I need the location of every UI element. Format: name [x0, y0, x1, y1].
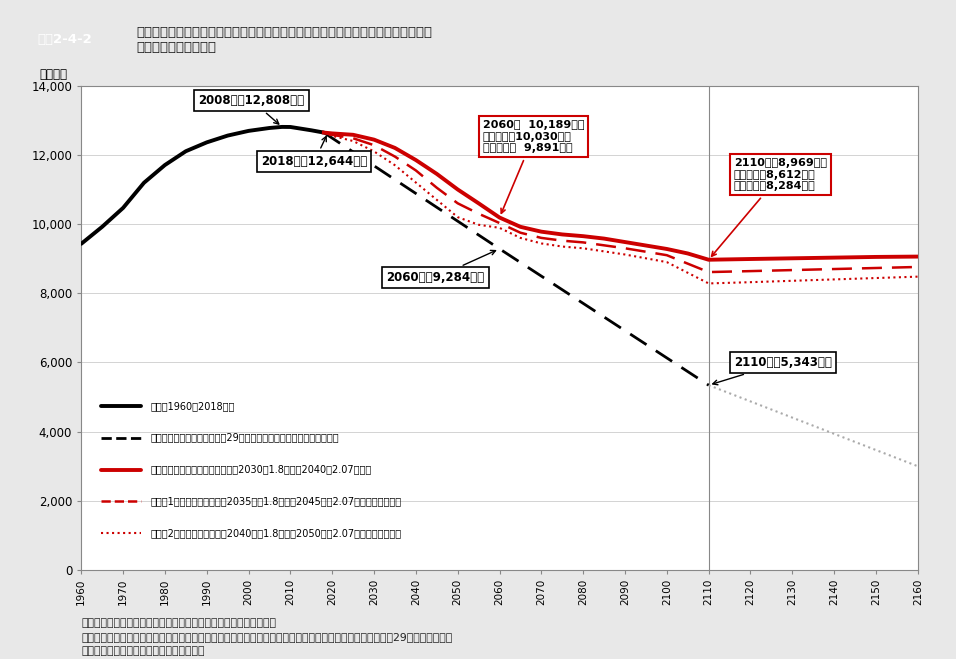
Text: （参考2）合計特殊出生率が2040年に1.8程度、2050年に2.07程度となった場合: （参考2）合計特殊出生率が2040年に1.8程度、2050年に2.07程度となっ…	[150, 529, 402, 538]
Text: 2110年　8,969万人
（参考１）8,612万人
（参考２）8,284万人: 2110年 8,969万人 （参考１）8,612万人 （参考２）8,284万人	[711, 158, 827, 256]
Text: 2008年　12,808万人: 2008年 12,808万人	[198, 94, 305, 124]
Text: 2110年　5,343万人: 2110年 5,343万人	[713, 356, 832, 385]
Text: 2018年　12,644万人: 2018年 12,644万人	[261, 136, 367, 168]
Text: 実績（1960〜2018年）: 実績（1960〜2018年）	[150, 401, 235, 411]
Text: 資料：「まち・ひと・しごと創生長期ジョン（令和元年改訂版）」
（注）　実績は総務省統計局「国勢調査」等、国立社会保障・人口問題研究所「日本の将来推計人口（平成2: 資料：「まち・ひと・しごと創生長期ジョン（令和元年改訂版）」 （注） 実績は総務…	[81, 617, 452, 656]
Text: 「日本の将来推計人口（平成29年推計）」（出生中位（死亡中位））: 「日本の将来推計人口（平成29年推計）」（出生中位（死亡中位））	[150, 432, 339, 443]
Text: 人口の推移と長期的な見通し（まち・ひと・しごと創生長期ビジョン（令和元年改
訂版）における推計）: 人口の推移と長期的な見通し（まち・ひと・しごと創生長期ビジョン（令和元年改 訂版…	[137, 26, 433, 53]
Text: （参考1）合計特殊出生率が2035年に1.8程度、2045年に2.07程度となった場合: （参考1）合計特殊出生率が2035年に1.8程度、2045年に2.07程度となっ…	[150, 496, 402, 507]
Text: 2060年　9,284万人: 2060年 9,284万人	[386, 250, 495, 284]
Text: 図表2-4-2: 図表2-4-2	[37, 33, 92, 46]
Text: 合計特殊出生率が上昇した場合（2030年1.8程度、2040年2.07程度）: 合計特殊出生率が上昇した場合（2030年1.8程度、2040年2.07程度）	[150, 465, 372, 474]
Text: 2060年  10,189万人
（参考１）10,030万人
（参考２）  9,891万人: 2060年 10,189万人 （参考１）10,030万人 （参考２） 9,891…	[483, 120, 584, 214]
Text: （万人）: （万人）	[39, 68, 68, 81]
